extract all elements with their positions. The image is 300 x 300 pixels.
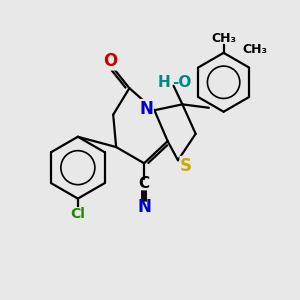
Text: N: N xyxy=(139,100,153,118)
Text: -O: -O xyxy=(172,75,191,90)
Text: Cl: Cl xyxy=(70,207,85,221)
Text: H: H xyxy=(158,75,171,90)
Text: S: S xyxy=(180,157,192,175)
Text: N: N xyxy=(137,198,151,216)
Text: CH₃: CH₃ xyxy=(243,44,268,56)
Text: C: C xyxy=(139,176,150,191)
Text: O: O xyxy=(103,52,117,70)
Text: N: N xyxy=(139,100,153,118)
Text: CH₃: CH₃ xyxy=(211,32,236,45)
Text: S: S xyxy=(180,157,192,175)
Text: O: O xyxy=(103,52,117,70)
